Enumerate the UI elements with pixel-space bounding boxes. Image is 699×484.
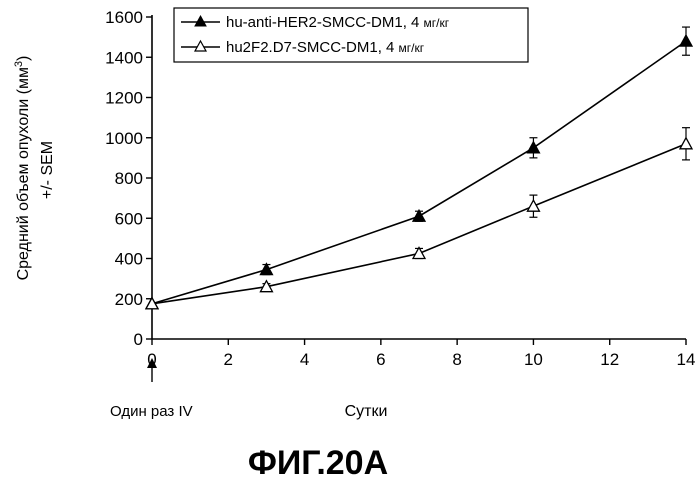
data-point-filled-triangle [680, 35, 692, 46]
y-axis-title-line1: Средний объем опухоли (мм3) [13, 56, 32, 281]
data-point-filled-triangle [260, 264, 272, 275]
data-point-filled-triangle [413, 210, 425, 221]
data-point-open-triangle [680, 138, 692, 149]
y-tick-label: 1000 [105, 129, 143, 148]
figure-caption: ФИГ.20А [248, 444, 388, 482]
data-point-open-triangle [413, 247, 425, 258]
x-tick-label: 6 [376, 350, 385, 369]
dosing-annotation-label: Один раз IV [110, 403, 193, 420]
x-tick-label: 12 [600, 350, 619, 369]
y-tick-label: 800 [115, 169, 143, 188]
y-tick-label: 400 [115, 250, 143, 269]
y-tick-label: 1200 [105, 89, 143, 108]
y-tick-label: 200 [115, 290, 143, 309]
series-line-1 [152, 41, 686, 304]
data-point-open-triangle [527, 200, 539, 211]
legend-label-1: hu-anti-HER2-SMCC-DM1, 4 мг/кг [226, 14, 450, 31]
legend: hu-anti-HER2-SMCC-DM1, 4 мг/кг hu2F2.D7-… [174, 8, 528, 62]
y-tick-label: 1600 [105, 8, 143, 27]
x-tick-label: 10 [524, 350, 543, 369]
data-point-filled-triangle [527, 142, 539, 153]
y-axis-title-line2: +/- SEM [39, 141, 56, 199]
x-tick-label: 2 [224, 350, 233, 369]
x-tick-label: 14 [677, 350, 696, 369]
legend-label-2: hu2F2.D7-SMCC-DM1, 4 мг/кг [226, 39, 425, 56]
x-tick-label: 4 [300, 350, 309, 369]
y-tick-label: 600 [115, 209, 143, 228]
y-tick-label: 0 [134, 330, 143, 349]
x-tick-label: 8 [452, 350, 461, 369]
dosing-annotation: Один раз IV [110, 358, 193, 420]
x-axis-title: Сутки [345, 403, 388, 420]
tumor-volume-chart: 0200400600800100012001400160002468101214… [0, 0, 699, 484]
y-tick-label: 1400 [105, 48, 143, 67]
